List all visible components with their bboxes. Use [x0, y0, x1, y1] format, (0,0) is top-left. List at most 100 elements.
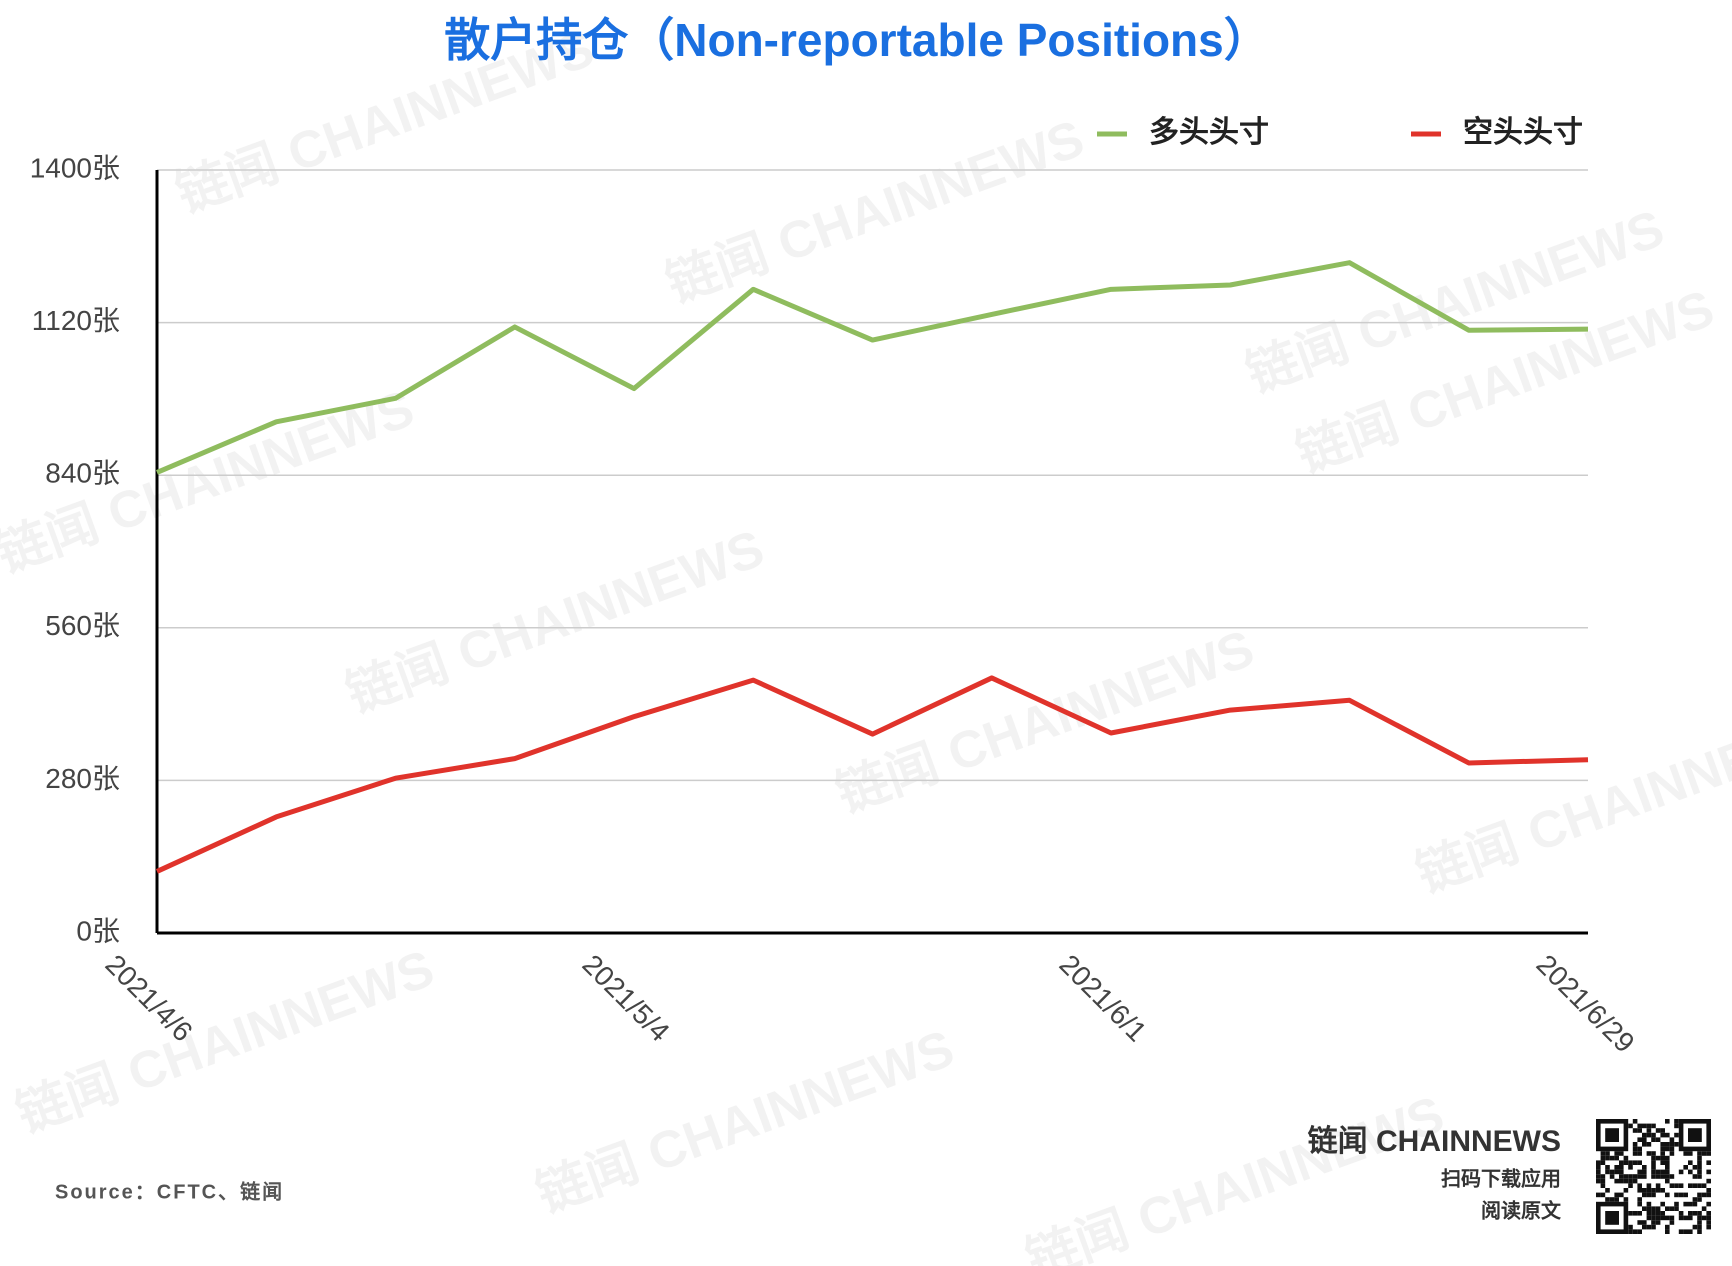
qr-finder [1678, 1119, 1711, 1152]
qr-module [1632, 1174, 1638, 1179]
qr-module [1660, 1188, 1665, 1193]
qr-module [1632, 1151, 1638, 1156]
qr-module [1646, 1206, 1652, 1211]
qr-module [1660, 1211, 1665, 1216]
qr-module [1706, 1160, 1711, 1165]
qr-module [1669, 1206, 1675, 1211]
qr-module [1628, 1183, 1633, 1188]
qr-finder [1596, 1201, 1629, 1234]
qr-module [1688, 1201, 1693, 1207]
qr-module [1637, 1146, 1642, 1152]
qr-module [1697, 1224, 1702, 1230]
qr-module [1619, 1174, 1624, 1179]
qr-module [1646, 1142, 1652, 1147]
qr-module [1683, 1165, 1688, 1170]
watermark: 链闻 CHAINNEWS [659, 109, 1091, 314]
qr-module [1706, 1220, 1711, 1225]
qr-module [1665, 1178, 1670, 1184]
x-tick-label: 2021/6/29 [1531, 949, 1641, 1059]
qr-module [1651, 1165, 1656, 1170]
qr-module [1596, 1160, 1601, 1165]
qr-module [1674, 1119, 1679, 1124]
qr-module [1651, 1137, 1656, 1142]
qr-module [1637, 1151, 1642, 1156]
qr-module [1688, 1169, 1693, 1175]
qr-module [1605, 1169, 1610, 1175]
qr-module [1688, 1160, 1693, 1165]
qr-module [1628, 1211, 1633, 1216]
qr-module [1665, 1132, 1670, 1138]
qr-module [1614, 1178, 1619, 1184]
qr-module [1692, 1201, 1698, 1207]
qr-module [1655, 1215, 1661, 1221]
qr-module [1623, 1155, 1629, 1161]
qr-module [1697, 1151, 1702, 1156]
y-tick-label: 1400张 [30, 152, 120, 183]
qr-module [1623, 1178, 1629, 1184]
qr-module [1660, 1155, 1665, 1161]
qr-module [1642, 1192, 1647, 1198]
qr-module [1665, 1206, 1670, 1211]
legend-label: 空头头寸 [1463, 116, 1583, 149]
qr-module [1619, 1178, 1624, 1184]
qr-module [1623, 1197, 1629, 1202]
qr-module [1609, 1197, 1615, 1202]
qr-finder [1605, 1128, 1619, 1142]
qr-module [1674, 1201, 1679, 1207]
qr-module [1655, 1211, 1661, 1216]
qr-module [1688, 1229, 1693, 1234]
qr-module [1605, 1151, 1610, 1156]
qr-module [1642, 1123, 1647, 1129]
qr-module [1651, 1224, 1656, 1230]
qr-module [1697, 1211, 1702, 1216]
qr-module [1628, 1178, 1633, 1184]
qr-module [1637, 1128, 1642, 1133]
qr-module [1614, 1151, 1619, 1156]
qr-module [1678, 1183, 1684, 1188]
qr-module [1632, 1128, 1638, 1133]
qr-module [1646, 1201, 1652, 1207]
qr-module [1637, 1123, 1642, 1129]
qr-module [1697, 1183, 1702, 1188]
qr-module [1609, 1174, 1615, 1179]
brand: 链闻 CHAINNEWS [1308, 1124, 1561, 1158]
qr-module [1701, 1215, 1707, 1221]
legend-label: 多头头寸 [1149, 116, 1269, 149]
y-tick-label: 280张 [45, 763, 120, 794]
qr-module [1674, 1132, 1679, 1138]
qr-module [1637, 1169, 1642, 1175]
qr-module [1660, 1215, 1665, 1221]
qr-module [1706, 1188, 1711, 1193]
qr-module [1628, 1123, 1633, 1129]
qr-module [1646, 1188, 1652, 1193]
qr-module [1642, 1132, 1647, 1138]
qr-module [1674, 1142, 1679, 1147]
qr-module [1688, 1211, 1693, 1216]
qr-module [1646, 1211, 1652, 1216]
qr-module [1669, 1220, 1675, 1225]
qr-module [1678, 1192, 1684, 1198]
qr-module [1605, 1165, 1610, 1170]
qr-module [1651, 1155, 1656, 1161]
qr-module [1697, 1165, 1702, 1170]
qr-module [1660, 1142, 1665, 1147]
qr-module [1596, 1174, 1601, 1179]
qr-module [1660, 1132, 1665, 1138]
qr-module [1706, 1215, 1711, 1221]
qr-module [1697, 1169, 1702, 1175]
qr-module [1646, 1132, 1652, 1138]
qr-module [1651, 1192, 1656, 1198]
watermark: 链闻 CHAINNEWS [1409, 699, 1732, 904]
line [155, 675, 1589, 874]
watermark: 链闻 CHAINNEWS [529, 1019, 961, 1224]
qr-module [1651, 1206, 1656, 1211]
qr-module [1628, 1224, 1633, 1230]
qr-module [1697, 1229, 1702, 1234]
qr-module [1632, 1178, 1638, 1184]
qr-module [1683, 1192, 1688, 1198]
qr-module [1701, 1206, 1707, 1211]
qr-module [1628, 1229, 1633, 1234]
qr-module [1706, 1192, 1711, 1198]
qr-module [1697, 1220, 1702, 1225]
qr-module [1642, 1174, 1647, 1179]
